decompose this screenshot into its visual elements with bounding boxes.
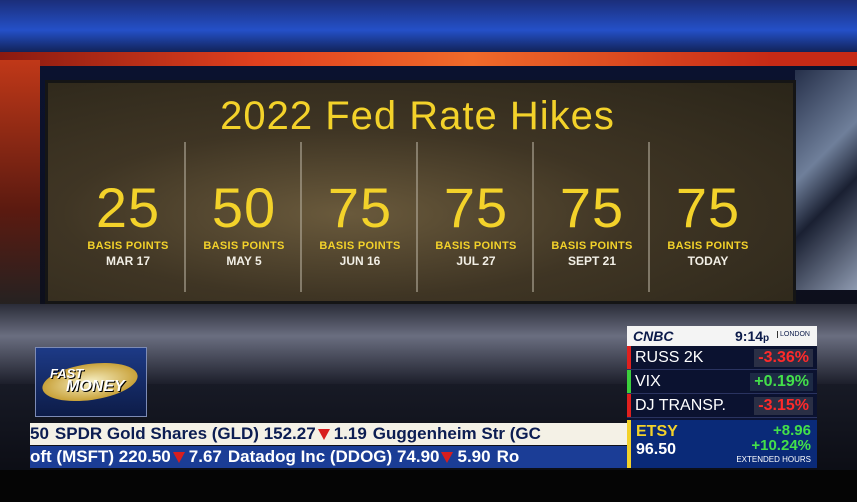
direction-bar (627, 394, 631, 417)
show-name: FAST (50, 366, 84, 381)
column-divider (300, 142, 302, 292)
index-row: DJ TRANSP. -3.15% (627, 394, 817, 418)
ticker-item: SPDR Gold Shares (GLD) 152.27 1.19 (55, 423, 367, 445)
index-name: RUSS 2K (635, 349, 704, 366)
price: 96.50 (636, 441, 677, 458)
index-change: -3.15% (754, 397, 813, 415)
change: +8.96 (773, 422, 811, 439)
direction-bar (627, 370, 631, 393)
hike-date: TODAY (687, 254, 729, 268)
hike-date: JUL 27 (456, 254, 496, 268)
ticker-name: SPDR Gold Shares (GLD) (54, 424, 259, 443)
ticker-item: Ro (497, 446, 520, 468)
ticker-name: Ro (496, 447, 520, 466)
show-logo: FAST MONEY (35, 347, 147, 417)
board-title: 2022 Fed Rate Hikes (220, 94, 615, 138)
column-divider (184, 142, 186, 292)
ticker-top: 50 SPDR Gold Shares (GLD) 152.27 1.19 Gugge… (30, 423, 627, 445)
index-name: VIX (635, 373, 661, 390)
hike-unit: BASIS POINTS (435, 240, 517, 252)
ticker-change: 1.19 (333, 424, 367, 443)
ticker-item: Guggenheim Str (GC (373, 423, 541, 445)
session-note: EXTENDED HOURS (736, 455, 811, 464)
market-label: LONDON (777, 331, 810, 338)
percent-change: +10.24% (751, 437, 811, 454)
column-divider (532, 142, 534, 292)
hike-value: 75 (327, 176, 393, 239)
panel-header: CNBC 9:14p LONDON (627, 326, 817, 346)
hike-column: 75 BASIS POINTS JUN 16 (302, 176, 418, 269)
show-name: MONEY (66, 378, 125, 395)
ticker-change: 5.90 (457, 447, 491, 466)
hike-value: 75 (675, 176, 741, 239)
hike-column: 75 BASIS POINTS JUL 27 (418, 176, 534, 269)
index-row: VIX +0.19% (627, 370, 817, 394)
hike-column: 75 BASIS POINTS SEPT 21 (534, 176, 650, 269)
column-divider (416, 142, 418, 292)
ticker-name: Datadog Inc (DDOG) (227, 447, 393, 466)
hike-value: 75 (559, 176, 625, 239)
ticker-item: 50 (30, 423, 49, 445)
hike-value: 25 (95, 176, 161, 239)
down-arrow (172, 452, 185, 464)
index-name: DJ TRANSP. (635, 397, 726, 414)
hike-unit: BASIS POINTS (551, 240, 633, 252)
hike-date: MAY 5 (226, 254, 262, 268)
down-arrow (317, 429, 330, 441)
down-arrow (441, 452, 454, 464)
hike-value: 50 (211, 176, 277, 239)
ticker-change: 7.67 (188, 447, 222, 466)
hike-date: SEPT 21 (567, 254, 617, 268)
hike-unit: BASIS POINTS (667, 240, 749, 252)
time-suffix: p (763, 333, 770, 344)
hike-column: 25 BASIS POINTS MAR 17 (70, 176, 186, 269)
hike-unit: BASIS POINTS (319, 240, 401, 252)
studio-wall (0, 60, 40, 310)
ticker-item: oft (MSFT) 220.50 7.67 (30, 446, 222, 468)
column-divider (648, 142, 650, 292)
ticker-name: Guggenheim Str (GC (372, 424, 541, 443)
hike-value: 75 (443, 176, 509, 239)
ticker-price: 220.50 (118, 447, 171, 466)
ticker-name: oft (MSFT) (30, 447, 115, 466)
index-change: -3.36% (754, 349, 813, 367)
direction-bar (627, 346, 631, 369)
hike-unit: BASIS POINTS (87, 240, 169, 252)
ticker-price: 152.27 (263, 424, 316, 443)
hike-date: JUN 16 (339, 254, 381, 268)
ticker-bottom: oft (MSFT) 220.50 7.67 Datadog Inc (DDOG) … (30, 446, 627, 468)
index-change: +0.19% (750, 373, 813, 391)
hike-unit: BASIS POINTS (203, 240, 285, 252)
hike-column: 50 BASIS POINTS MAY 5 (186, 176, 302, 269)
ticker-price: 74.90 (396, 447, 440, 466)
hike-date: MAR 17 (105, 254, 150, 268)
network-logo: CNBC (633, 328, 674, 344)
market-panel: CNBC 9:14p LONDON RUSS 2K -3.36% VIX +0.19%… (627, 326, 817, 468)
studio-light (0, 52, 857, 66)
clock: 9:14p (735, 328, 769, 344)
index-row: RUSS 2K -3.36% (627, 346, 817, 370)
ticker-item: Datadog Inc (DDOG) 74.90 5.90 (228, 446, 491, 468)
video-wall (45, 80, 796, 304)
time: 9:14 (735, 328, 764, 344)
symbol: ETSY (636, 423, 678, 440)
studio-screen (795, 70, 857, 290)
hike-column: 75 BASIS POINTS TODAY (650, 176, 766, 269)
ticker-name: 50 (30, 424, 49, 443)
featured-quote: ETSY 96.50 +8.96 +10.24% EXTENDED HOURS (627, 420, 817, 468)
bottom-bar (0, 470, 857, 502)
